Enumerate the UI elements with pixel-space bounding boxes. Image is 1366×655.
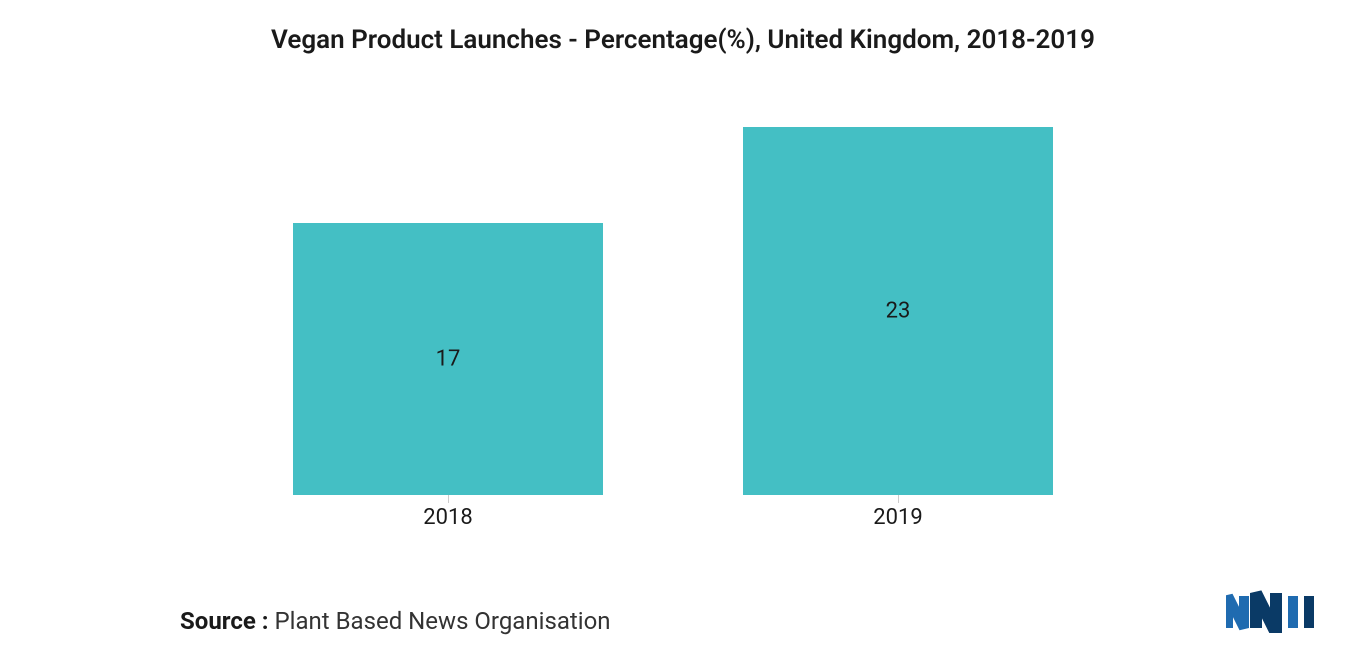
chart-title: Vegan Product Launches - Percentage(%), … <box>120 25 1246 55</box>
bar-group: 232019 <box>743 95 1053 495</box>
logo-icon <box>1226 588 1316 633</box>
source-attribution: Source : Plant Based News Organisation <box>180 607 611 635</box>
bar-value-label: 17 <box>293 347 603 372</box>
source-label: Source : <box>180 607 269 635</box>
bar: 17 <box>293 223 603 495</box>
source-text: Plant Based News Organisation <box>274 607 610 635</box>
bar-value-label: 23 <box>743 299 1053 324</box>
chart-plot-area: 172018 232019 <box>233 95 1133 495</box>
category-label: 2018 <box>293 505 603 530</box>
category-label: 2019 <box>743 505 1053 530</box>
brand-logo <box>1226 588 1316 637</box>
bar-group: 172018 <box>293 95 603 495</box>
chart-container: Vegan Product Launches - Percentage(%), … <box>0 0 1366 655</box>
bar: 23 <box>743 127 1053 495</box>
axis-tick <box>898 495 899 503</box>
axis-tick <box>448 495 449 503</box>
